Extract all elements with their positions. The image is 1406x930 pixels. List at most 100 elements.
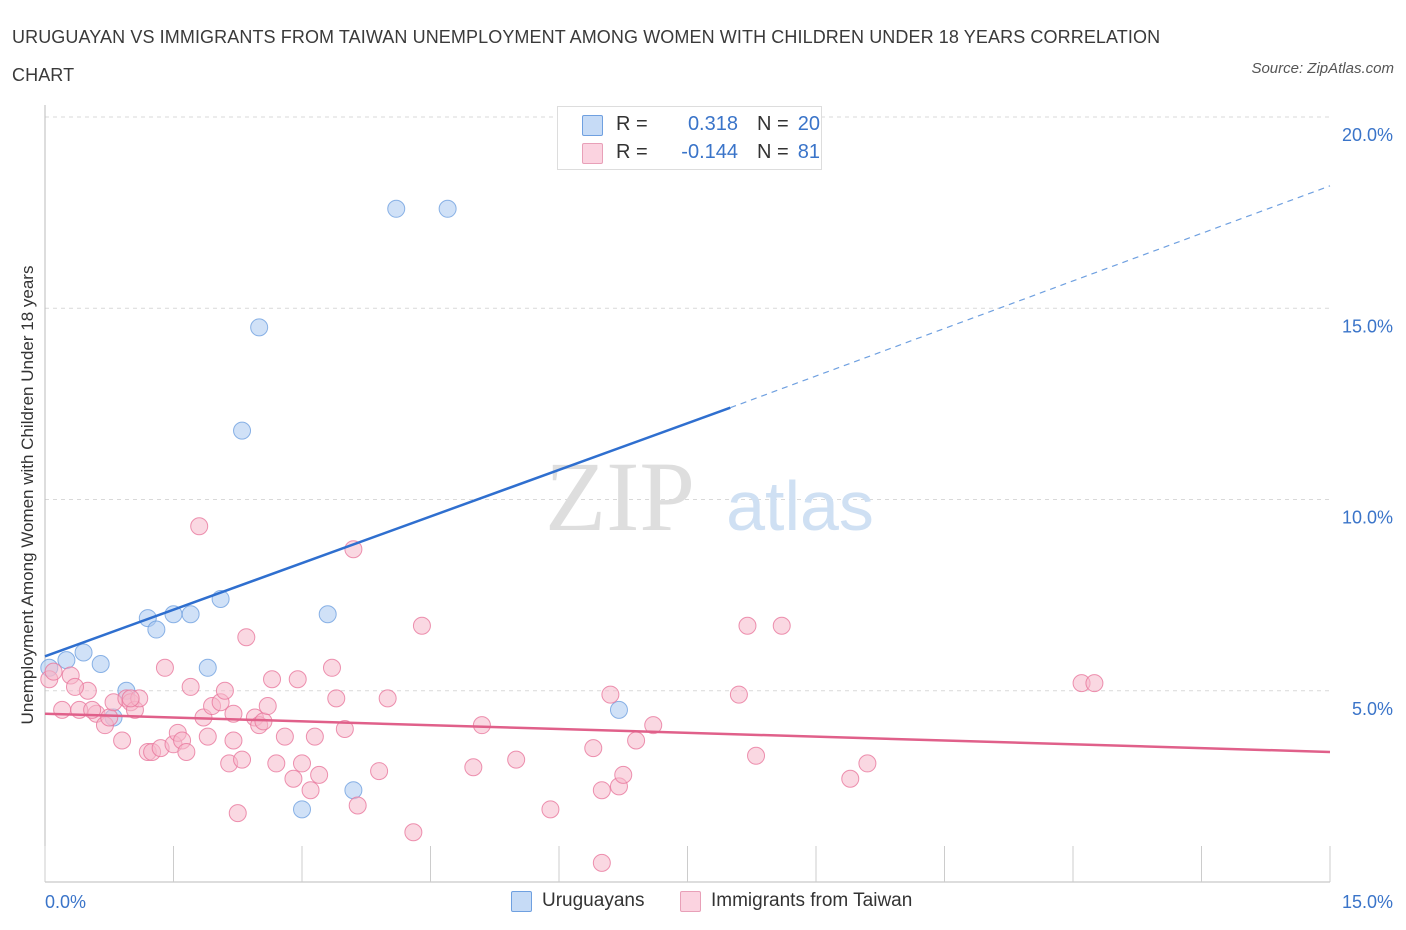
- point-taiwan: [322, 658, 341, 677]
- point-uruguayans: [250, 318, 269, 337]
- point-taiwan: [327, 689, 346, 708]
- point-taiwan: [190, 517, 209, 536]
- point-taiwan: [305, 727, 324, 746]
- point-uruguayans: [233, 421, 252, 440]
- point-taiwan: [472, 716, 491, 735]
- trend-lines: [44, 185, 1331, 754]
- point-taiwan: [738, 616, 757, 635]
- legend-swatch: [582, 115, 603, 136]
- point-taiwan: [53, 700, 72, 719]
- point-taiwan: [378, 689, 397, 708]
- point-taiwan: [121, 689, 140, 708]
- watermark-atlas: atlas: [726, 467, 874, 545]
- point-taiwan: [747, 746, 766, 765]
- point-taiwan: [293, 754, 311, 773]
- point-taiwan: [858, 754, 877, 773]
- r-value: 0.318: [687, 113, 738, 135]
- point-uruguayans: [387, 199, 406, 218]
- correlation-legend: R = 0.318 N = 20 R = -0.144 N = 81: [557, 106, 822, 170]
- tick-labels: 5.0% 10.0% 15.0% 20.0% 0.0% 15.0%: [45, 125, 1393, 912]
- point-taiwan: [215, 681, 234, 700]
- point-taiwan: [113, 731, 132, 750]
- point-taiwan: [348, 796, 367, 815]
- point-taiwan: [275, 727, 294, 746]
- y-tick-label: 10.0%: [1342, 508, 1393, 528]
- x-tick-label: 15.0%: [1342, 892, 1393, 912]
- point-taiwan: [592, 781, 611, 800]
- n-label: N =: [757, 141, 789, 163]
- point-taiwan: [841, 769, 860, 788]
- series-legend: Uruguayans Immigrants from Taiwan: [0, 890, 1406, 916]
- point-taiwan: [233, 750, 252, 769]
- point-taiwan: [1085, 674, 1104, 693]
- r-value: -0.144: [681, 141, 738, 163]
- axes: [44, 105, 1331, 883]
- point-taiwan: [601, 685, 620, 704]
- y-tick-label: 5.0%: [1352, 699, 1393, 719]
- point-uruguayans: [438, 199, 457, 218]
- trend-line-uruguayans-extension: [730, 185, 1331, 409]
- point-uruguayans: [91, 654, 110, 673]
- point-taiwan: [100, 708, 119, 727]
- point-uruguayans: [609, 700, 628, 719]
- legend-swatch: [582, 143, 603, 164]
- point-taiwan: [258, 697, 277, 716]
- point-taiwan: [507, 750, 526, 769]
- legend-swatch: [680, 891, 701, 912]
- point-taiwan: [310, 765, 329, 784]
- data-points: [40, 199, 1104, 872]
- n-value: 20: [797, 113, 820, 135]
- point-taiwan: [729, 685, 748, 704]
- point-taiwan: [284, 769, 303, 788]
- y-axis-label: Unemployment Among Women with Children U…: [18, 266, 37, 725]
- point-taiwan: [228, 804, 247, 823]
- point-taiwan: [541, 800, 560, 819]
- point-taiwan: [464, 758, 483, 777]
- point-taiwan: [177, 742, 196, 761]
- point-taiwan: [592, 853, 611, 872]
- point-taiwan: [644, 716, 663, 735]
- trend-line-uruguayans: [44, 406, 731, 658]
- point-uruguayans: [344, 781, 363, 800]
- y-tick-label: 20.0%: [1342, 125, 1393, 145]
- trend-line-taiwan: [44, 712, 1331, 754]
- point-taiwan: [412, 616, 431, 635]
- chart-title: URUGUAYAN VS IMMIGRANTS FROM TAIWAN UNEM…: [12, 27, 1161, 85]
- r-label: R =: [616, 113, 648, 135]
- grid-lines: [45, 116, 1330, 692]
- point-uruguayans: [147, 620, 166, 639]
- n-value: 81: [797, 141, 820, 163]
- point-taiwan: [44, 662, 63, 681]
- n-label: N =: [757, 113, 789, 135]
- point-uruguayans: [318, 605, 337, 624]
- point-taiwan: [198, 727, 217, 746]
- point-taiwan: [288, 670, 307, 689]
- r-label: R =: [616, 141, 648, 163]
- point-taiwan: [65, 677, 84, 696]
- point-taiwan: [772, 616, 791, 635]
- point-taiwan: [614, 765, 633, 784]
- point-uruguayans: [181, 605, 200, 624]
- watermark-zip: ZIP: [545, 441, 695, 552]
- x-tick-label: 0.0%: [45, 892, 86, 912]
- point-uruguayans: [293, 800, 311, 819]
- point-taiwan: [335, 720, 354, 738]
- point-taiwan: [237, 628, 256, 647]
- source-label: Source: ZipAtlas.com: [1251, 60, 1394, 77]
- point-taiwan: [627, 731, 646, 750]
- point-taiwan: [301, 781, 320, 800]
- y-tick-label: 15.0%: [1342, 316, 1393, 336]
- legend-swatch: [511, 891, 532, 912]
- legend-label: Immigrants from Taiwan: [711, 890, 913, 911]
- point-taiwan: [404, 823, 423, 842]
- point-taiwan: [584, 739, 603, 758]
- point-taiwan: [155, 658, 174, 677]
- point-taiwan: [263, 670, 282, 689]
- point-uruguayans: [198, 658, 217, 677]
- point-taiwan: [370, 762, 389, 781]
- point-taiwan: [181, 677, 200, 696]
- legend-label: Uruguayans: [542, 890, 645, 911]
- point-uruguayans: [74, 643, 93, 662]
- point-taiwan: [224, 731, 243, 750]
